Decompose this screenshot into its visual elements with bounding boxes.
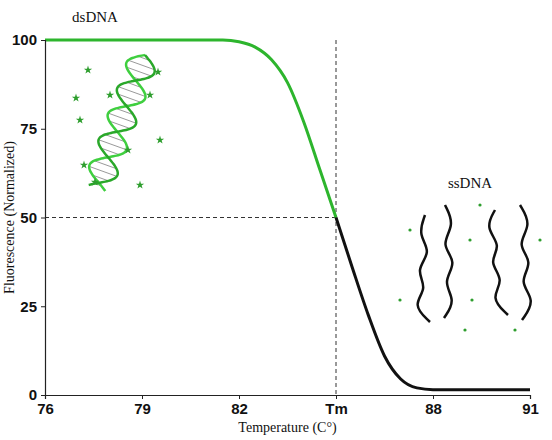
tick-label: 76 bbox=[37, 400, 54, 417]
dye-dot bbox=[478, 203, 481, 206]
illustrations bbox=[72, 55, 542, 332]
tick-mark bbox=[142, 395, 143, 399]
dye-dot bbox=[470, 298, 473, 301]
chart: 76 79 82 Tm 88 91 0 25 50 75 100 Temperature (C°) Fl… bbox=[0, 0, 552, 440]
tick: 100 bbox=[12, 31, 45, 48]
tick-mark bbox=[41, 306, 45, 307]
tick-mark bbox=[41, 129, 45, 130]
ssdna-strand bbox=[444, 205, 452, 318]
dye-star bbox=[106, 91, 114, 99]
tick: 79 bbox=[134, 395, 151, 417]
tick-label: 0 bbox=[29, 386, 37, 403]
tick-label: 82 bbox=[231, 400, 248, 417]
tick-label: Tm bbox=[325, 400, 348, 417]
reference-line-y bbox=[45, 217, 336, 218]
tick-mark bbox=[530, 395, 531, 399]
tick-mark bbox=[239, 395, 240, 399]
dye-star bbox=[124, 146, 132, 154]
dye-dot bbox=[468, 238, 471, 241]
tick-label: 91 bbox=[522, 400, 539, 417]
plot-area bbox=[45, 40, 530, 390]
dye-dot bbox=[463, 328, 466, 331]
ssdna-strand bbox=[520, 205, 531, 320]
tick-mark bbox=[41, 395, 45, 396]
tick-label: 100 bbox=[12, 31, 37, 48]
dye-dot bbox=[408, 228, 411, 231]
ssdna-strand bbox=[489, 210, 508, 315]
dye-star bbox=[146, 91, 154, 99]
tick-mark bbox=[433, 395, 434, 399]
dye-star bbox=[136, 181, 144, 189]
tick: 76 bbox=[37, 395, 54, 417]
dye-star bbox=[80, 161, 88, 169]
annotation: dsDNA bbox=[72, 9, 118, 25]
tick-label: 75 bbox=[20, 120, 37, 137]
tick: 88 bbox=[425, 395, 442, 417]
ssdna-strand bbox=[418, 215, 430, 322]
helix-strand bbox=[89, 55, 155, 185]
dye-star bbox=[91, 178, 99, 186]
x-axis: 76 79 82 Tm 88 91 bbox=[37, 395, 539, 417]
tick: 0 bbox=[29, 386, 45, 403]
tick-label: 88 bbox=[425, 400, 442, 417]
tick-mark bbox=[41, 218, 45, 219]
reference-lines bbox=[45, 40, 336, 395]
dye-star bbox=[84, 66, 92, 74]
dye-star bbox=[76, 116, 84, 124]
annotation: ssDNA bbox=[448, 175, 492, 191]
dye-star bbox=[154, 68, 162, 76]
tick-mark bbox=[336, 395, 337, 399]
y-axis-title: Fluorescence (Normalized) bbox=[2, 141, 18, 294]
tick: 82 bbox=[231, 395, 248, 417]
tick: 91 bbox=[522, 395, 539, 417]
x-axis-title: Temperature (C°) bbox=[238, 420, 337, 436]
curve bbox=[336, 218, 530, 390]
tick: 50 bbox=[20, 209, 45, 226]
tick: Tm bbox=[325, 395, 348, 417]
dye-star bbox=[72, 94, 80, 102]
tick-label: 50 bbox=[20, 209, 37, 226]
tick: 25 bbox=[20, 298, 45, 315]
dye-dot bbox=[513, 328, 516, 331]
tick-mark bbox=[41, 40, 45, 41]
dye-star bbox=[156, 136, 164, 144]
axis-line bbox=[46, 396, 531, 400]
curve bbox=[45, 40, 336, 218]
tick-label: 25 bbox=[20, 298, 37, 315]
axis-line bbox=[41, 41, 46, 396]
tick-label: 79 bbox=[134, 400, 151, 417]
tick: 75 bbox=[20, 120, 45, 137]
dye-dot bbox=[538, 238, 541, 241]
dye-dot bbox=[398, 298, 401, 301]
